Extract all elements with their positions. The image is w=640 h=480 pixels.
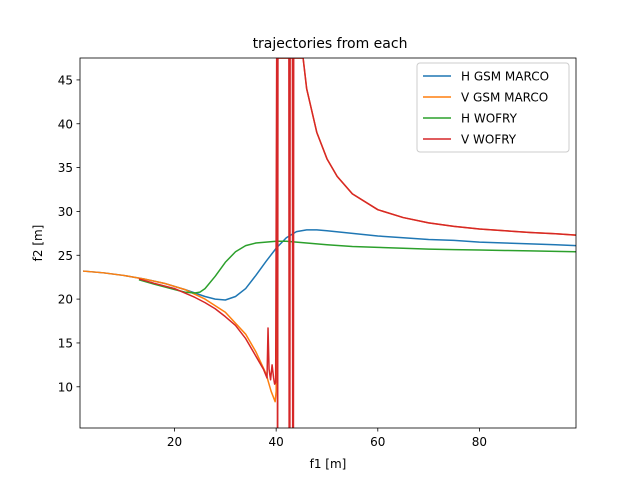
y-tick-label: 25 [58,249,73,263]
x-axis-label: f1 [m] [310,457,347,471]
legend-label-3: H WOFRY [461,112,518,126]
y-tick-label: 45 [58,73,73,87]
legend-label-4: V WOFRY [461,133,517,147]
y-tick-label: 15 [58,336,73,350]
legend: H GSM MARCO V GSM MARCO H WOFRY V WOFRY [416,62,570,153]
y-tick-label: 35 [58,161,73,175]
x-tick-label: 20 [167,435,182,449]
y-axis-ticks: 10 15 20 25 30 35 40 45 [58,73,80,394]
y-tick-label: 20 [58,293,73,307]
series-line-4 [138,58,576,428]
x-axis-ticks: 20 40 60 80 [167,428,487,449]
y-tick-label: 10 [58,380,73,394]
series-layer [82,58,576,428]
x-tick-label: 40 [269,435,284,449]
legend-label-1: H GSM MARCO [461,70,549,84]
y-tick-label: 30 [58,205,73,219]
axes-frame [79,57,577,429]
legend-label-2: V GSM MARCO [461,91,548,105]
chart-title: trajectories from each [253,36,408,52]
legend-items: H GSM MARCO V GSM MARCO H WOFRY V WOFRY [423,70,549,147]
series-line-3 [138,240,576,294]
y-axis-label: f2 [m] [31,225,45,262]
y-tick-label: 40 [58,117,73,131]
legend-frame [416,62,570,153]
x-tick-label: 80 [472,435,487,449]
x-tick-label: 60 [370,435,385,449]
